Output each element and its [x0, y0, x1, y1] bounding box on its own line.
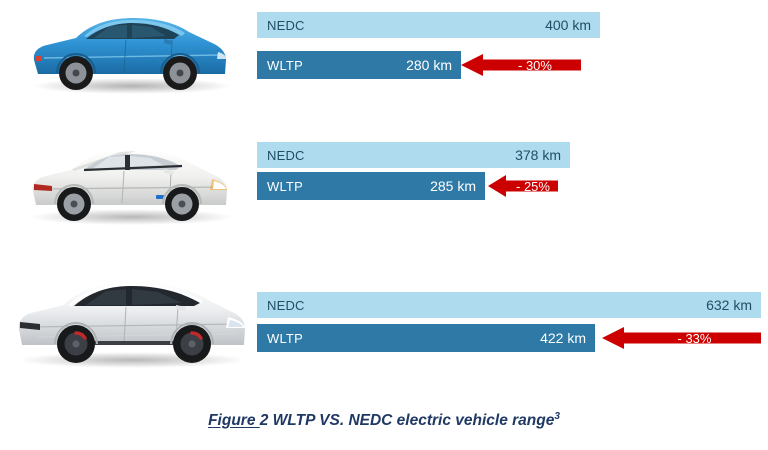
arrow-left-icon	[461, 54, 581, 76]
bar-value-wltp-row-2: 285 km	[430, 178, 476, 194]
bar-nedc-row-1: NEDC 400 km	[257, 12, 600, 38]
bar-wltp-row-1: WLTP 280 km	[257, 51, 461, 79]
ghost-label-row-2: 243 km 49 km	[392, 208, 452, 226]
vehicle-image-nissan-leaf	[14, 133, 244, 229]
bar-label-wltp-row-2: WLTP	[267, 178, 303, 194]
figure-caption-text: 2 WLTP VS. NEDC electric vehicle range	[259, 412, 555, 430]
delta-label-row-2: - 25%	[516, 178, 550, 194]
bar-label-nedc-row-2: NEDC	[267, 147, 305, 163]
bar-wltp-row-2: WLTP 285 km	[257, 172, 485, 200]
delta-arrow-row-3: - 33%	[602, 325, 761, 351]
ghost-label-row-2-b: 49 km	[399, 208, 434, 223]
bar-label-nedc-row-3: NEDC	[267, 297, 305, 313]
figure-caption: Figure 2 WLTP VS. NEDC electric vehicle …	[208, 411, 560, 430]
bar-wltp-row-3: WLTP 422 km	[257, 324, 595, 352]
ghost-label-row-3-b: 475 km	[581, 368, 623, 383]
delta-arrow-row-1: - 30%	[461, 52, 581, 78]
delta-arrow-row-2: - 25%	[488, 173, 558, 199]
bar-value-nedc-row-1: 400 km	[545, 17, 591, 33]
vehicle-image-renault-zoe	[14, 2, 244, 98]
figure-caption-box: Figure 2 WLTP VS. NEDC electric vehicle …	[145, 402, 623, 440]
bar-nedc-row-3: NEDC 632 km	[257, 292, 761, 318]
bar-label-wltp-row-3: WLTP	[267, 330, 303, 346]
delta-label-row-3: - 33%	[677, 330, 712, 346]
vehicle-image-tesla-model-x	[6, 267, 256, 373]
bar-value-wltp-row-3: 422 km	[540, 330, 586, 346]
ghost-label-row-3: 475 km 475 km	[578, 368, 648, 386]
delta-label-row-1: - 30%	[518, 57, 552, 73]
ghost-label-row-3-a: 475 km	[578, 368, 620, 383]
bar-value-wltp-row-1: 280 km	[406, 57, 452, 73]
bar-label-wltp-row-1: WLTP	[267, 57, 303, 73]
bar-value-nedc-row-3: 632 km	[706, 297, 752, 313]
bar-label-nedc-row-1: NEDC	[267, 17, 305, 33]
bar-value-nedc-row-2: 378 km	[515, 147, 561, 163]
figure-caption-footnote: 3	[554, 411, 560, 423]
bar-nedc-row-2: NEDC 378 km	[257, 142, 570, 168]
ghost-label-row-2-a: 243 km	[392, 208, 434, 223]
figure-caption-underlined: Figure	[208, 412, 260, 430]
arrow-left-icon	[602, 327, 761, 349]
arrow-left-icon	[488, 175, 558, 197]
